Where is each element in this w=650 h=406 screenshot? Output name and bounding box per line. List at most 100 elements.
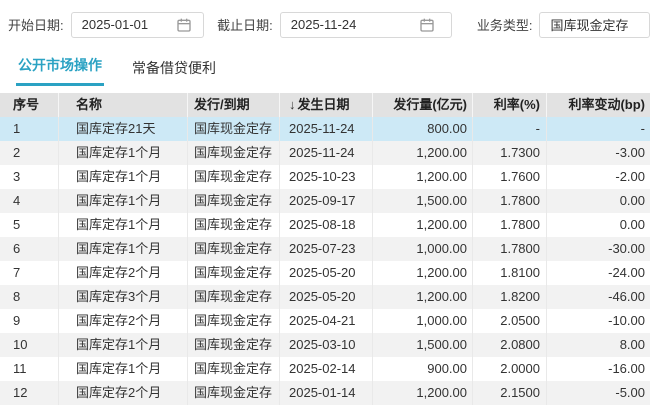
- table-cell: 3: [13, 169, 21, 184]
- table-cell: -3.00: [546, 141, 650, 165]
- table-cell: 1,200.00: [372, 285, 472, 309]
- column-header[interactable]: 名称: [58, 93, 187, 117]
- table-cell: 国库现金定存: [187, 261, 279, 285]
- business-type-select[interactable]: 国库现金定存: [539, 11, 650, 38]
- table-cell: 0.00: [546, 213, 650, 237]
- table-cell: 国库现金定存: [187, 141, 279, 165]
- table-row[interactable]: 4 国库定存1个月 国库现金定存 2025-09-17 1,500.00 1.7800 0.…: [0, 189, 650, 213]
- column-header-label: 名称: [76, 97, 103, 112]
- table-cell: 国库定存1个月: [58, 237, 187, 261]
- table-cell: 2025-03-10: [279, 333, 372, 357]
- start-date-input[interactable]: 2025-01-01: [70, 11, 205, 38]
- start-date-label: 开始日期:: [8, 18, 64, 33]
- column-header-label: 发行/到期: [194, 97, 250, 112]
- column-header[interactable]: 序号: [0, 93, 58, 117]
- column-header-label: 发生日期: [297, 97, 350, 112]
- table-cell: 国库定存2个月: [58, 261, 187, 285]
- table-cell: 1,500.00: [372, 333, 472, 357]
- table-cell: 10: [13, 337, 28, 352]
- table-cell: 2025-11-24: [279, 141, 372, 165]
- calendar-icon[interactable]: [176, 17, 192, 33]
- table-cell: 7: [13, 265, 21, 280]
- table-cell: 国库现金定存: [187, 357, 279, 381]
- table-cell: 2: [13, 145, 21, 160]
- table-row[interactable]: 8 国库定存3个月 国库现金定存 2025-05-20 1,200.00 1.8200 -4…: [0, 285, 650, 309]
- table-cell: 2025-10-23: [279, 165, 372, 189]
- table-cell: 2025-04-21: [279, 309, 372, 333]
- tab-bar: 公开市场操作 常备借贷便利: [0, 56, 650, 86]
- table-cell: 2025-09-17: [279, 189, 372, 213]
- table-row[interactable]: 5 国库定存1个月 国库现金定存 2025-08-18 1,200.00 1.7800 0.…: [0, 213, 650, 237]
- table-cell: -2.00: [546, 165, 650, 189]
- table-cell: 1,200.00: [372, 261, 472, 285]
- table-cell: 2025-07-23: [279, 237, 372, 261]
- table-cell: 1,200.00: [372, 381, 472, 405]
- table-header-row: 序号 名称 发行/到期 ↓ 发生日期 发行量(亿元) 利率(%) 利率变动(bp): [0, 93, 650, 117]
- table-cell: 国库定存1个月: [58, 189, 187, 213]
- table-cell: 1,200.00: [372, 165, 472, 189]
- table-cell: 国库现金定存: [187, 285, 279, 309]
- table-cell: 1,500.00: [372, 189, 472, 213]
- table-cell: 4: [13, 193, 21, 208]
- column-header-label: 利率变动(bp): [568, 97, 645, 112]
- table-cell: 国库定存1个月: [58, 165, 187, 189]
- table-cell: 国库定存3个月: [58, 285, 187, 309]
- table-cell: 2.1500: [472, 381, 546, 405]
- column-header[interactable]: ↓ 发生日期: [279, 93, 372, 117]
- table-row[interactable]: 6 国库定存1个月 国库现金定存 2025-07-23 1,000.00 1.7800 -3…: [0, 237, 650, 261]
- table-row[interactable]: 9 国库定存2个月 国库现金定存 2025-04-21 1,000.00 2.0500 -1…: [0, 309, 650, 333]
- table-cell: 国库定存1个月: [58, 141, 187, 165]
- table-cell: 0.00: [546, 189, 650, 213]
- table-cell: 1.8200: [472, 285, 546, 309]
- table-cell: 800.00: [372, 117, 472, 141]
- table-cell: -24.00: [546, 261, 650, 285]
- table-row[interactable]: 1 国库定存21天 国库现金定存 2025-11-24 800.00- -: [0, 117, 650, 141]
- table-cell: 2025-05-20: [279, 285, 372, 309]
- column-header-label: 序号: [13, 97, 40, 112]
- table-cell: -30.00: [546, 237, 650, 261]
- table-row[interactable]: 11 国库定存1个月 国库现金定存 2025-02-14 900.00 2.0000 -16…: [0, 357, 650, 381]
- table-cell: 国库定存1个月: [58, 333, 187, 357]
- table-row[interactable]: 7 国库定存2个月 国库现金定存 2025-05-20 1,200.00 1.8100 -2…: [0, 261, 650, 285]
- table-cell: 2.0500: [472, 309, 546, 333]
- table-row[interactable]: 2 国库定存1个月 国库现金定存 2025-11-24 1,200.00 1.7300 -3…: [0, 141, 650, 165]
- table-cell: 国库定存21天: [58, 117, 187, 141]
- tab-standing-lending-facility[interactable]: 常备借贷便利: [132, 60, 216, 76]
- table-cell: 2025-11-24: [279, 117, 372, 141]
- end-date-label: 截止日期:: [217, 18, 273, 33]
- table-cell: -: [472, 117, 546, 141]
- table-cell: 国库现金定存: [187, 381, 279, 405]
- table-cell: 1,200.00: [372, 213, 472, 237]
- table-cell: 1.7800: [472, 237, 546, 261]
- column-header[interactable]: 发行/到期: [187, 93, 279, 117]
- business-type-label: 业务类型:: [476, 18, 533, 33]
- table-cell: 国库现金定存: [187, 213, 279, 237]
- table-cell: 11: [13, 361, 27, 376]
- table-cell: 国库现金定存: [187, 309, 279, 333]
- calendar-icon[interactable]: [419, 17, 435, 33]
- column-header[interactable]: 发行量(亿元): [372, 93, 472, 117]
- column-header[interactable]: 利率(%): [472, 93, 546, 117]
- table-cell: 5: [13, 217, 21, 232]
- tab-open-market-operations[interactable]: 公开市场操作: [16, 55, 104, 86]
- table-cell: 9: [13, 313, 21, 328]
- column-header[interactable]: 利率变动(bp): [546, 93, 650, 117]
- table-row[interactable]: 12 国库定存2个月 国库现金定存 2025-01-14 1,200.00 2.1500-…: [0, 381, 650, 405]
- table-cell: 国库现金定存: [187, 117, 279, 141]
- table-cell: 1,000.00: [372, 237, 472, 261]
- table-cell: 1: [13, 121, 21, 136]
- table-cell: 6: [13, 241, 21, 256]
- table-cell: 2025-05-20: [279, 261, 372, 285]
- end-date-input[interactable]: 2025-11-24: [279, 11, 452, 38]
- table-row[interactable]: 10 国库定存1个月 国库现金定存 2025-03-10 1,500.00 2.0800 8…: [0, 333, 650, 357]
- table-cell: 1,000.00: [372, 309, 472, 333]
- table-cell: 国库定存1个月: [58, 213, 187, 237]
- table-cell: 国库定存2个月: [58, 309, 187, 333]
- table-cell: 2025-08-18: [279, 213, 372, 237]
- table-row[interactable]: 3 国库定存1个月 国库现金定存 2025-10-23 1,200.00 1.7600 -2…: [0, 165, 650, 189]
- table-cell: 1,200.00: [372, 141, 472, 165]
- table-cell: -: [546, 117, 650, 141]
- table-cell: 国库现金定存: [187, 165, 279, 189]
- table-cell: 900.00: [372, 357, 472, 381]
- table-cell: 国库定存2个月: [58, 381, 187, 405]
